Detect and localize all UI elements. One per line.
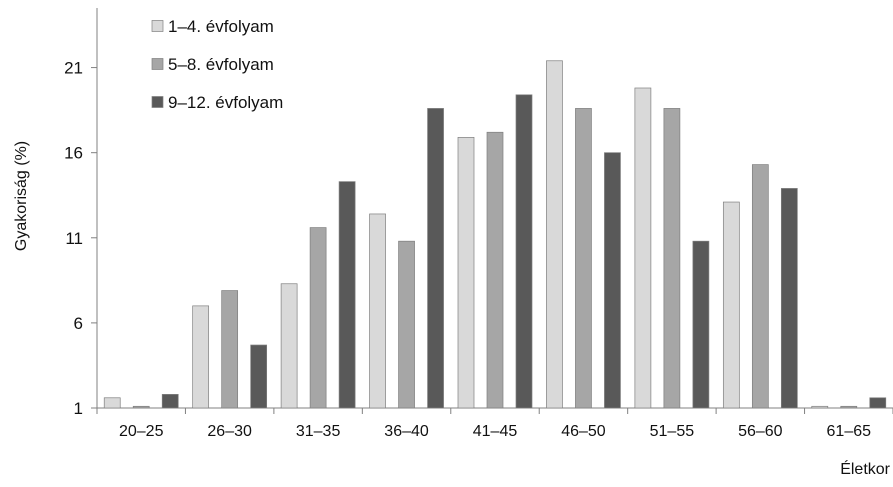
legend-label-2: 5–8. évfolyam bbox=[168, 55, 274, 74]
x-tick-label: 26–30 bbox=[207, 423, 252, 440]
bars-layer bbox=[103, 60, 887, 409]
legend-swatch-1 bbox=[151, 20, 164, 32]
bar-3-26–30 bbox=[250, 344, 268, 409]
bar-1-61–65 bbox=[811, 405, 829, 409]
bar-3-56–60 bbox=[780, 188, 798, 409]
x-tick-label: 51–55 bbox=[650, 423, 695, 440]
bar-1-20–25 bbox=[103, 397, 121, 409]
y-axis-title: Gyakoriság (%) bbox=[13, 141, 30, 251]
y-tick-label: 11 bbox=[65, 229, 83, 248]
x-axis-title: Életkor bbox=[840, 459, 890, 478]
bar-2-61–65 bbox=[840, 405, 858, 409]
legend-label-3: 9–12. évfolyam bbox=[168, 93, 283, 112]
bar-2-31–35 bbox=[309, 227, 327, 409]
bar-2-36–40 bbox=[398, 240, 415, 409]
legend-swatch-3 bbox=[151, 96, 164, 108]
bar-2-56–60 bbox=[751, 164, 769, 409]
bar-1-36–40 bbox=[369, 213, 386, 409]
bar-2-26–30 bbox=[221, 290, 239, 409]
x-tick-label: 36–40 bbox=[384, 423, 429, 440]
bar-1-41–45 bbox=[457, 137, 475, 409]
bar-1-26–30 bbox=[192, 305, 210, 409]
y-tick-label: 6 bbox=[74, 314, 83, 333]
bar-3-46–50 bbox=[604, 152, 621, 409]
x-tick-label: 46–50 bbox=[561, 423, 606, 440]
bar-2-51–55 bbox=[663, 108, 681, 409]
legend-label-1: 1–4. évfolyam bbox=[168, 17, 274, 36]
bar-2-46–50 bbox=[575, 108, 592, 409]
x-tick-label: 61–65 bbox=[827, 423, 872, 440]
legend-swatch-2 bbox=[151, 58, 164, 70]
bar-1-46–50 bbox=[546, 60, 563, 409]
bar-2-41–45 bbox=[486, 131, 504, 409]
y-tick-label: 21 bbox=[64, 59, 83, 78]
bar-3-36–40 bbox=[427, 108, 444, 409]
bar-3-31–35 bbox=[338, 181, 356, 409]
y-tick-label: 1 bbox=[74, 399, 83, 418]
x-tick-label: 56–60 bbox=[738, 423, 783, 440]
bar-2-20–25 bbox=[132, 405, 150, 409]
bar-3-61–65 bbox=[869, 397, 887, 409]
bar-3-20–25 bbox=[161, 394, 179, 409]
bar-3-41–45 bbox=[515, 94, 533, 409]
bar-3-51–55 bbox=[692, 240, 710, 409]
legend: 1–4. évfolyam 5–8. évfolyam 9–12. évfolyam bbox=[151, 17, 283, 112]
x-tick-label: 20–25 bbox=[119, 423, 164, 440]
x-tick-label: 31–35 bbox=[296, 423, 341, 440]
bar-1-51–55 bbox=[634, 87, 652, 409]
y-tick-label: 16 bbox=[64, 144, 83, 163]
bar-1-56–60 bbox=[722, 201, 740, 409]
bar-1-31–35 bbox=[280, 283, 298, 409]
x-tick-label: 41–45 bbox=[473, 423, 518, 440]
